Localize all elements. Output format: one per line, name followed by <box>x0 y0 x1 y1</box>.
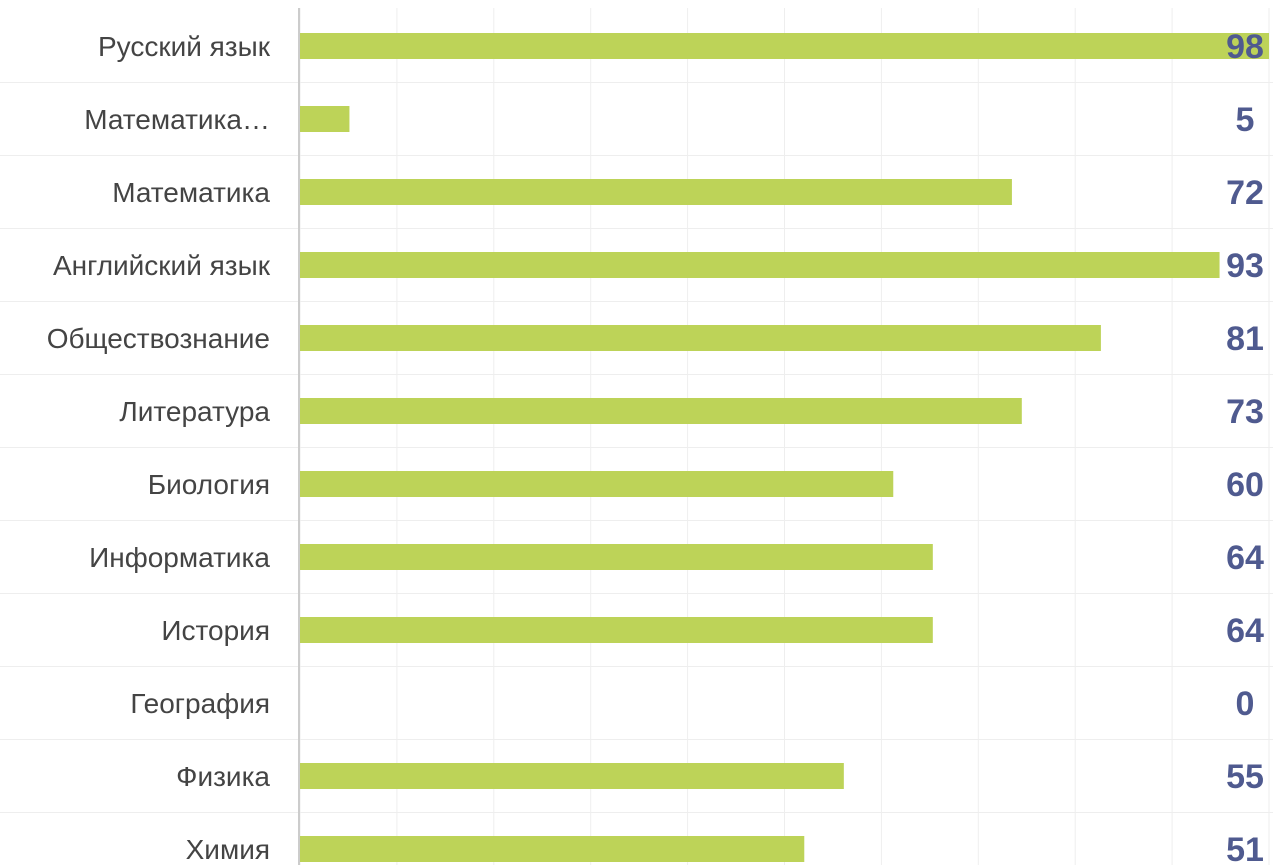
bars <box>300 33 1269 862</box>
category-label: Информатика <box>89 542 270 573</box>
category-label: Математика… <box>84 104 270 135</box>
bar <box>300 33 1269 59</box>
value-label: 64 <box>1226 612 1264 650</box>
category-label: Литература <box>119 396 270 427</box>
bar <box>300 544 933 570</box>
bar <box>300 617 933 643</box>
bar <box>300 325 1101 351</box>
value-label: 98 <box>1226 28 1264 66</box>
category-labels: Русский язык Математика… Математика Английс… <box>47 31 271 865</box>
category-label: Физика <box>176 761 270 792</box>
value-label: 60 <box>1226 466 1264 504</box>
value-label: 72 <box>1226 174 1264 212</box>
category-label: География <box>130 688 270 719</box>
category-label: Химия <box>186 834 270 865</box>
bar <box>300 398 1022 424</box>
category-label: Математика <box>112 177 270 208</box>
value-label: 73 <box>1226 393 1264 431</box>
bar <box>300 252 1220 278</box>
category-label: Биология <box>148 469 270 500</box>
category-label: История <box>161 615 270 646</box>
value-label: 0 <box>1236 685 1255 723</box>
bar <box>300 106 350 132</box>
value-label: 5 <box>1236 101 1255 139</box>
value-label: 55 <box>1226 758 1264 796</box>
category-label: Обществознание <box>47 323 270 354</box>
bar <box>300 471 894 497</box>
value-label: 81 <box>1226 320 1264 358</box>
bar <box>300 179 1012 205</box>
value-label: 64 <box>1226 539 1264 577</box>
value-label: 93 <box>1226 247 1264 285</box>
bar <box>300 763 844 789</box>
gridlines <box>0 8 1273 865</box>
bar <box>300 836 805 862</box>
value-labels: 98 5 72 93 81 73 60 64 64 0 55 51 <box>1226 28 1264 865</box>
value-label: 51 <box>1226 831 1264 865</box>
category-label: Русский язык <box>98 31 271 62</box>
category-label: Английский язык <box>53 250 271 281</box>
